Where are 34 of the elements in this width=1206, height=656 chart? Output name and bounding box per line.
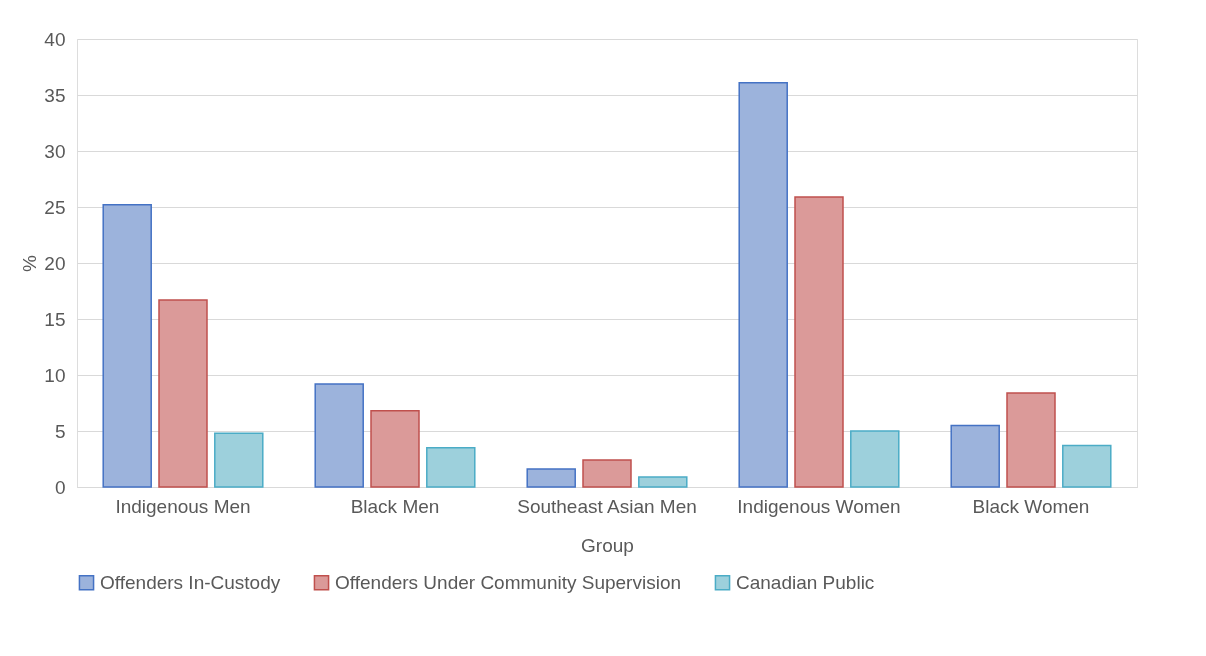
y-tick-label: 15 [44, 308, 66, 330]
bar [638, 476, 688, 488]
x-tick-label: Indigenous Men [115, 495, 251, 517]
x-tick-label: Black Men [350, 495, 440, 517]
bar [738, 81, 788, 488]
bar [370, 410, 420, 488]
bar [1006, 392, 1056, 488]
bar [850, 430, 900, 488]
bar [426, 447, 476, 488]
x-tick-label: Indigenous Women [737, 495, 901, 517]
bar [214, 432, 264, 488]
x-axis-title: Group [581, 534, 634, 556]
legend-label: Offenders Under Community Supervision [335, 571, 682, 593]
x-tick-label: Black Women [972, 495, 1090, 517]
x-tick-label: Southeast Asian Men [517, 495, 697, 517]
bar [102, 204, 152, 488]
y-tick-label: 35 [44, 84, 66, 106]
legend-label: Canadian Public [736, 571, 875, 593]
y-tick-label: 40 [44, 28, 66, 50]
bar [1062, 444, 1112, 488]
bar [314, 383, 364, 488]
bar [158, 299, 208, 488]
bar [950, 424, 1000, 488]
y-tick-label: 0 [54, 476, 66, 498]
y-tick-label: 20 [44, 252, 66, 274]
bar [582, 459, 632, 488]
y-tick-label: 5 [54, 420, 66, 442]
bar [526, 468, 576, 488]
legend-label: Offenders In-Custody [100, 571, 281, 593]
y-axis-title: % [19, 254, 41, 272]
y-tick-label: 30 [44, 140, 66, 162]
bar [794, 196, 844, 488]
y-tick-label: 25 [44, 196, 66, 218]
y-tick-label: 10 [44, 364, 66, 386]
